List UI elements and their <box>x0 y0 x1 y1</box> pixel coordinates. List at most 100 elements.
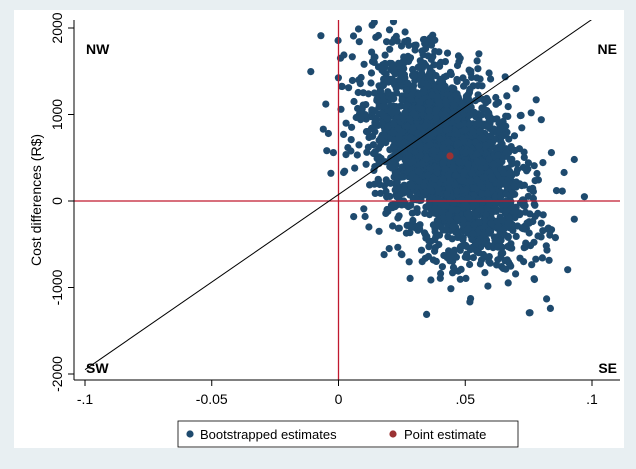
bootstrap-point <box>487 219 495 227</box>
bootstrap-point <box>504 112 512 120</box>
quadrant-label-sw: SW <box>86 360 109 376</box>
bootstrap-point <box>406 115 414 123</box>
bootstrap-point <box>340 130 348 138</box>
bootstrap-point <box>416 142 424 150</box>
bootstrap-point <box>425 71 433 79</box>
bootstrap-point <box>435 221 443 229</box>
bootstrap-point <box>427 276 435 284</box>
bootstrap-point <box>322 100 330 108</box>
bootstrap-point <box>481 216 489 224</box>
bootstrap-point <box>499 249 507 257</box>
bootstrap-point <box>543 295 551 303</box>
bootstrap-point <box>453 75 461 84</box>
bootstrap-point <box>405 41 413 49</box>
bootstrap-point <box>462 149 470 157</box>
bootstrap-point <box>416 221 424 229</box>
bootstrap-point <box>393 178 401 186</box>
bootstrap-point <box>401 156 409 164</box>
bootstrap-point <box>387 95 395 103</box>
bootstrap-point <box>481 269 489 277</box>
bootstrap-point <box>532 255 540 263</box>
bootstrap-point <box>479 158 487 166</box>
bootstrap-point <box>421 61 430 69</box>
bootstrap-point <box>431 47 439 56</box>
bootstrap-point <box>323 147 331 155</box>
bootstrap-point <box>426 141 434 149</box>
bootstrap-point <box>354 88 362 97</box>
bootstrap-point <box>533 169 541 178</box>
bootstrap-point <box>494 256 502 264</box>
bootstrap-point <box>478 111 486 119</box>
bootstrap-point <box>418 258 426 266</box>
bootstrap-point <box>516 112 524 120</box>
bootstrap-point <box>439 144 447 152</box>
bootstrap-point <box>394 214 402 222</box>
bootstrap-point <box>425 201 433 209</box>
bootstrap-point <box>378 109 386 117</box>
bootstrap-point <box>390 35 398 43</box>
bootstrap-point <box>502 207 510 215</box>
bootstrap-point <box>475 50 483 58</box>
bootstrap-point <box>487 75 495 83</box>
bootstrap-point <box>449 269 457 277</box>
bootstrap-point <box>528 261 536 269</box>
y-tick-label: 1000 <box>49 99 65 130</box>
bootstrap-point <box>360 60 368 68</box>
bootstrap-point <box>537 116 545 124</box>
bootstrap-point <box>485 155 493 163</box>
quadrant-label-ne: NE <box>598 41 617 57</box>
bootstrap-point <box>451 181 459 189</box>
legend-marker-point-estimate <box>389 430 397 438</box>
bootstrap-point <box>487 172 496 180</box>
legend-box <box>177 420 519 448</box>
bootstrap-point <box>511 270 520 278</box>
axes: -.1 -0.05 0 .05 .1 -2000 -1000 0 1000 2000 <box>49 12 620 407</box>
bootstrap-point <box>355 38 363 46</box>
bootstrap-point <box>466 86 474 94</box>
bootstrap-point <box>493 217 501 225</box>
bootstrap-point <box>462 274 470 282</box>
bootstrap-point <box>512 232 520 240</box>
bootstrap-point <box>500 169 508 177</box>
bootstrap-point <box>398 251 406 259</box>
bootstrap-point <box>558 187 566 195</box>
bootstrap-point <box>364 128 372 136</box>
bootstrap-point <box>418 69 426 77</box>
bootstrap-point <box>434 195 442 203</box>
bootstrap-point <box>384 122 392 130</box>
bootstrap-point <box>429 147 437 155</box>
bootstrap-point <box>546 231 554 239</box>
bootstrap-point <box>505 170 513 178</box>
bootstrap-point <box>478 134 486 142</box>
bootstrap-point <box>370 180 379 188</box>
bootstrap-point <box>467 177 475 185</box>
bootstrap-point <box>338 82 346 90</box>
bootstrap-point <box>520 244 528 252</box>
bootstrap-point <box>442 126 450 134</box>
bootstrap-point <box>439 175 447 183</box>
bootstrap-point <box>421 121 429 130</box>
bootstrap-point <box>429 256 437 264</box>
bootstrap-point <box>464 194 472 202</box>
bootstrap-point <box>474 238 482 246</box>
bootstrap-point <box>466 111 474 119</box>
bootstrap-point <box>458 100 466 108</box>
bootstrap-point <box>483 107 491 115</box>
bootstrap-point <box>375 227 383 235</box>
bootstrap-point <box>460 168 468 176</box>
bootstrap-point <box>453 215 461 223</box>
bootstrap-point <box>469 254 477 262</box>
bootstrap-point <box>340 168 348 177</box>
bootstrap-point <box>466 298 474 306</box>
bootstrap-point <box>410 72 418 80</box>
x-tick-label: .1 <box>586 391 598 407</box>
bootstrap-point <box>361 212 369 221</box>
bootstrap-point <box>431 175 439 183</box>
bootstrap-point <box>464 225 472 233</box>
bootstrap-point <box>526 309 534 317</box>
bootstrap-point <box>477 164 485 172</box>
bootstrap-point <box>376 87 385 95</box>
bootstrap-point <box>485 227 493 235</box>
bootstrap-point <box>376 189 385 197</box>
bootstrap-point <box>539 227 547 235</box>
